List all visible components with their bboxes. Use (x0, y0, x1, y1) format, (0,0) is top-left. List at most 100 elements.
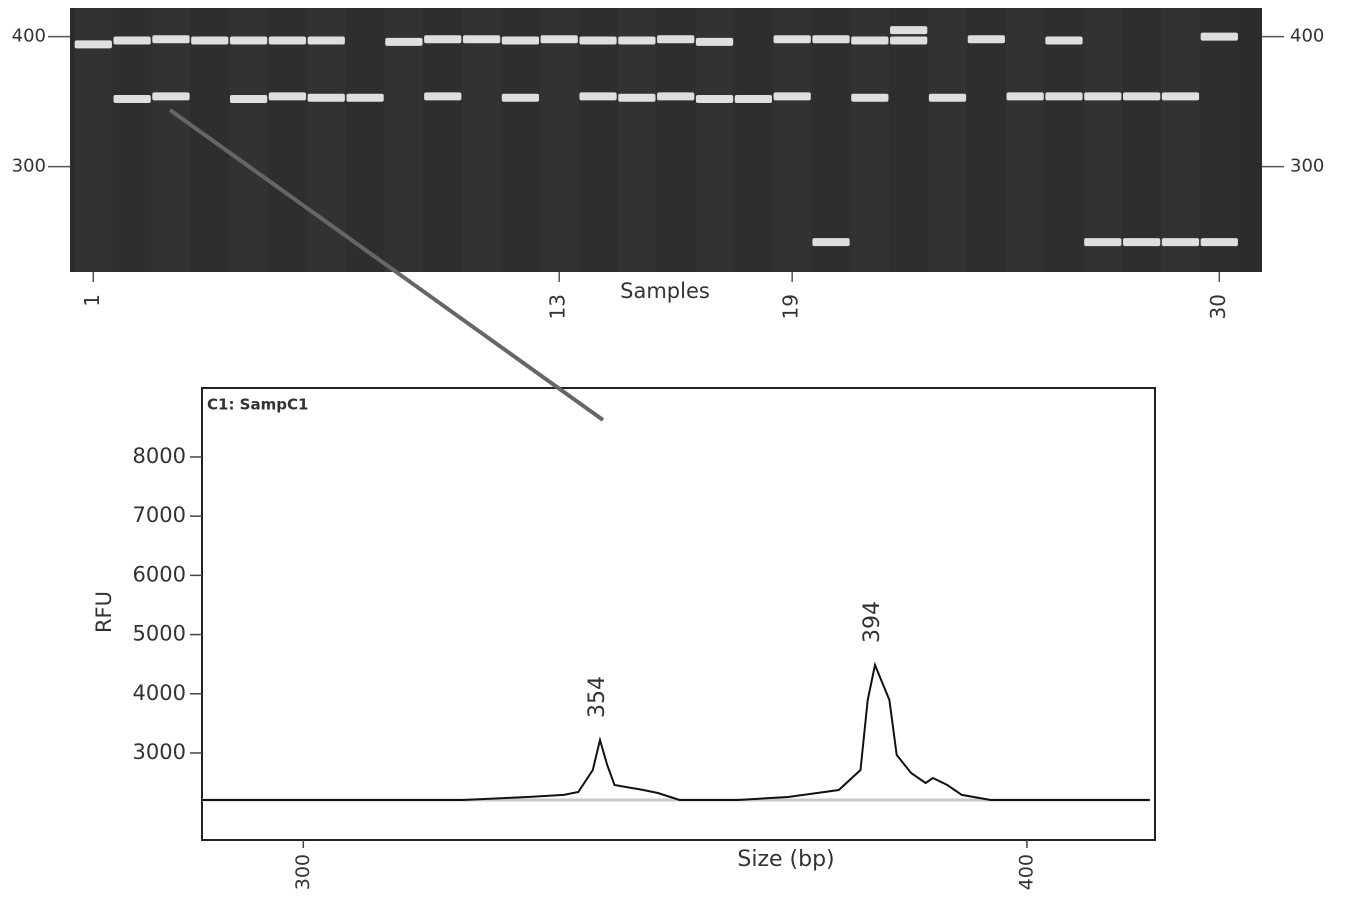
x-tick-label: 400 (1015, 854, 1037, 890)
lane (772, 8, 812, 272)
lane (345, 8, 385, 272)
y2-tick-label: 300 (1290, 156, 1324, 177)
band (1045, 36, 1083, 45)
lane (500, 8, 540, 272)
band (268, 92, 307, 101)
band (1200, 32, 1238, 41)
band (307, 93, 345, 102)
band (307, 36, 345, 45)
band (734, 95, 772, 104)
band (191, 36, 229, 45)
lane (733, 8, 773, 272)
band (113, 36, 151, 45)
band (695, 95, 734, 104)
lane (928, 8, 967, 272)
band (1045, 92, 1083, 101)
band (657, 92, 695, 101)
band (540, 35, 578, 44)
lane (73, 8, 113, 272)
band (773, 92, 811, 101)
x-axis-label: Size (bp) (737, 847, 834, 872)
band (618, 36, 656, 45)
band (229, 95, 268, 104)
y2-tick-label: 400 (1290, 26, 1324, 47)
lane (306, 8, 346, 272)
y-tick-label: 400 (12, 26, 46, 47)
y-tick-label: 4000 (133, 681, 186, 705)
x-tick-label: 1 (80, 294, 104, 307)
band (268, 36, 307, 45)
band (579, 92, 617, 101)
band (1122, 92, 1161, 101)
band (424, 92, 462, 101)
x-axis-label: Samples (620, 279, 710, 303)
band (462, 35, 501, 44)
lane (656, 8, 696, 272)
band (501, 93, 540, 102)
chart-title: C1: SampC1 (207, 396, 308, 414)
lane (811, 8, 851, 272)
lane (112, 8, 152, 272)
y-tick-label: 6000 (133, 562, 186, 586)
lane (889, 8, 929, 272)
band (967, 35, 1005, 44)
band (385, 37, 423, 46)
band (229, 36, 268, 45)
band (1161, 92, 1200, 101)
band (501, 36, 540, 45)
lane (578, 8, 618, 272)
band (113, 95, 151, 104)
y-axis-label: RFU (92, 591, 116, 633)
band (657, 35, 695, 44)
band (1200, 238, 1238, 247)
y-tick-label: 8000 (133, 444, 186, 468)
lane (966, 8, 1006, 272)
y-tick-label: 7000 (133, 503, 186, 527)
lane (1044, 8, 1084, 272)
peak-label: 354 (585, 676, 610, 718)
plot-frame (201, 387, 1156, 841)
lane (151, 8, 191, 272)
y-tick-label: 5000 (133, 622, 186, 646)
x-tick-label: 13 (546, 294, 570, 319)
band (695, 37, 734, 46)
lane (1083, 8, 1123, 272)
lane (1122, 8, 1162, 272)
band (424, 35, 462, 44)
band (579, 36, 617, 45)
band (812, 238, 850, 247)
band (773, 35, 811, 44)
lane (1005, 8, 1045, 272)
band (1084, 238, 1122, 247)
peak-label: 394 (860, 601, 885, 643)
y-tick-label: 300 (12, 156, 46, 177)
lane (617, 8, 657, 272)
lane (695, 8, 734, 272)
x-tick-label: 300 (292, 854, 314, 890)
trace (202, 661, 1150, 801)
lane (850, 8, 890, 272)
band (152, 92, 190, 101)
lane (384, 8, 424, 272)
x-tick-label: 19 (779, 294, 803, 319)
band (1006, 92, 1044, 101)
lane (268, 8, 307, 272)
y-tick-label: 3000 (133, 740, 186, 764)
band (1084, 92, 1122, 101)
x-tick-label: 30 (1206, 294, 1230, 319)
band (74, 40, 112, 49)
band (928, 93, 967, 102)
band (812, 35, 850, 44)
band (618, 93, 656, 102)
band (890, 26, 928, 35)
lane (462, 8, 501, 272)
band (152, 35, 190, 44)
callout-line (168, 108, 605, 422)
lane (423, 8, 463, 272)
lane (1161, 8, 1200, 272)
lane (539, 8, 579, 272)
lane (229, 8, 269, 272)
band (1122, 238, 1161, 247)
